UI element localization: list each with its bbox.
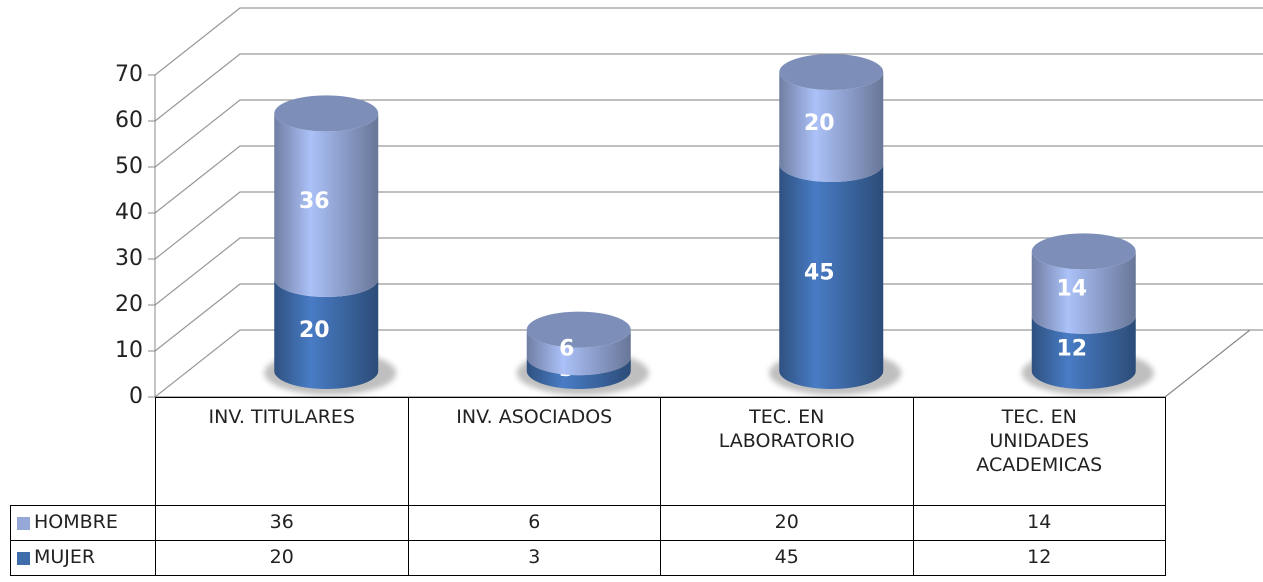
y-tick-label: 40 [115, 200, 143, 225]
y-tick-label: 50 [115, 154, 143, 179]
legend-entry: MUJER [10, 540, 156, 576]
y-tick-label: 70 [115, 62, 143, 87]
cylinder-top [526, 311, 631, 348]
grid-line [154, 53, 1263, 122]
y-tick-label: 30 [115, 246, 143, 271]
grid-line [154, 329, 1263, 398]
category-label: TEC. EN UNIDADES ACADEMICAS [912, 397, 1166, 506]
category-label: TEC. EN LABORATORIO [660, 397, 914, 506]
table-value: 3 [407, 540, 661, 576]
data-label: 45 [804, 261, 835, 286]
grid-line [154, 283, 1263, 352]
y-tick-label: 0 [129, 384, 143, 409]
table-value: 45 [660, 540, 914, 576]
legend-label: MUJER [34, 546, 96, 569]
data-label: 6 [559, 336, 574, 361]
y-tick-label: 10 [115, 338, 143, 363]
cylinder-segment [274, 113, 379, 298]
table-value: 20 [660, 505, 914, 541]
legend-entry: HOMBRE [10, 505, 156, 541]
cylinder-segment [274, 279, 379, 389]
y-tick-label: 60 [115, 108, 143, 133]
grid-line [154, 99, 1263, 168]
table-value: 6 [407, 505, 661, 541]
cylinder-top [274, 95, 379, 132]
category-label: INV. TITULARES [155, 397, 409, 506]
table-value: 12 [912, 540, 1166, 576]
cylinder-segment [1031, 251, 1136, 334]
data-label: 20 [299, 318, 330, 343]
data-label: 12 [1056, 336, 1087, 361]
legend-key [17, 551, 30, 565]
legend-label: HOMBRE [34, 511, 118, 534]
legend-key [17, 516, 30, 530]
data-label: 36 [299, 189, 330, 214]
table-value: 14 [912, 505, 1166, 541]
data-label: 20 [804, 111, 835, 136]
cylinder-top [1031, 233, 1136, 270]
grid-line [154, 237, 1263, 306]
cylinder-segment [779, 164, 884, 389]
y-tick-label: 20 [115, 292, 143, 317]
data-label: 14 [1056, 277, 1087, 302]
grid-line [154, 191, 1263, 260]
table-value: 36 [155, 505, 409, 541]
cylinder-segment [526, 357, 631, 389]
grid-line [154, 145, 1263, 214]
category-label: INV. ASOCIADOS [407, 397, 661, 506]
grid-line [154, 7, 1263, 76]
cylinder-segment [1031, 315, 1136, 389]
table-value: 20 [155, 540, 409, 576]
cylinder-top [779, 54, 884, 90]
cylinder-segment [526, 329, 631, 376]
cylinder-segment [779, 72, 884, 182]
